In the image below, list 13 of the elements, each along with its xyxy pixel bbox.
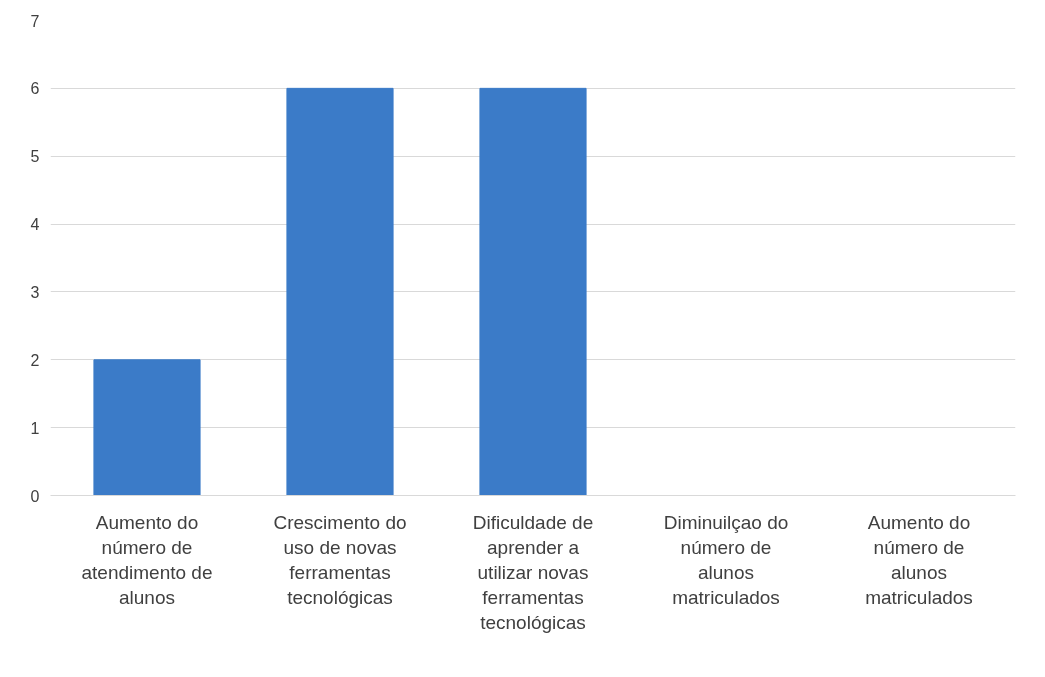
x-tick-label: Diminuilçao do número de alunos matriculados [663, 511, 789, 609]
y-tick-label: 6 [30, 80, 40, 98]
x-tick-label: Dificuldade de aprender a utilizar novas ferramentas tecnológicas [472, 511, 594, 634]
x-tick-label: Aumento do número de atendimento de alunos [81, 511, 213, 609]
y-tick-label: 4 [30, 216, 40, 234]
y-tick-label: 2 [30, 351, 40, 369]
x-tick-label: Aumento do número de alunos matriculados [865, 511, 973, 609]
y-tick-label: 1 [30, 419, 40, 437]
y-tick-label: 7 [30, 12, 40, 30]
y-tick-label: 3 [30, 283, 40, 301]
y-tick-label: 0 [30, 487, 40, 505]
y-tick-label: 5 [30, 148, 40, 166]
x-tick-label: Crescimento do uso de novas ferramentas tecnológicas [273, 511, 407, 609]
